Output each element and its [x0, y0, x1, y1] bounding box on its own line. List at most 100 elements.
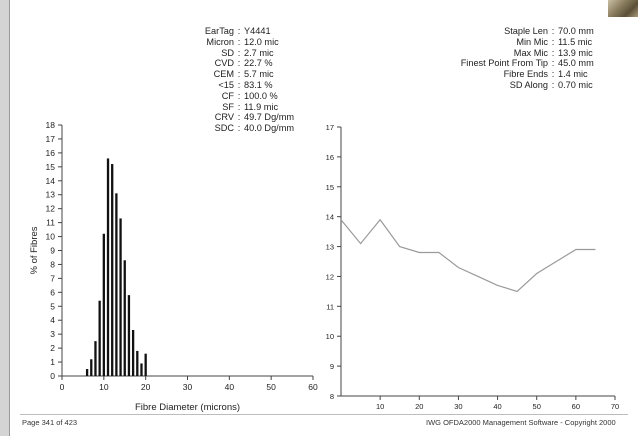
stat-row: Micron:12.0 mic — [150, 37, 324, 48]
y-tick-label: 11 — [326, 302, 334, 311]
histogram-bar — [127, 295, 131, 376]
histogram-bar — [136, 350, 139, 376]
x-tick-label: 30 — [454, 402, 462, 411]
stat-value: 5.7 mic — [244, 69, 274, 80]
stat-label: Fibre Ends — [503, 69, 548, 80]
y-tick-label: 13 — [326, 243, 334, 252]
y-tick-label: 2 — [50, 343, 55, 353]
stat-label: CRV — [214, 112, 234, 123]
diameter-profile-line — [340, 218, 596, 293]
stat-value: 49.7 Dg/mm — [244, 112, 295, 123]
stat-label: SF — [222, 101, 234, 112]
left-border-line — [9, 0, 10, 436]
stat-value: 11.9 mic — [244, 101, 279, 112]
x-tick-label: 10 — [376, 402, 384, 411]
stat-value: 0.70 mic — [558, 79, 593, 90]
stat-label: <15 — [218, 79, 234, 90]
y-tick-label: 17 — [326, 123, 334, 132]
stat-label: Staple Len — [504, 26, 548, 36]
x-tick-label: 50 — [533, 402, 541, 411]
stat-separator: : — [551, 47, 555, 58]
copyright-text: IWG OFDA2000 Management Software - Copyr… — [426, 418, 616, 427]
stat-value: 2.7 mic — [244, 47, 274, 58]
stat-value: 100.0 % — [244, 90, 278, 101]
stat-label: SD Along — [509, 79, 548, 90]
y-axis-title: % of Fibres — [29, 226, 40, 274]
histogram-bar — [90, 359, 93, 376]
histogram-bar — [102, 233, 105, 376]
y-tick-label: 18 — [46, 120, 56, 130]
stat-value: 83.1 % — [244, 79, 273, 90]
histogram-bar — [85, 369, 89, 376]
stat-value: 1.4 mic — [558, 69, 588, 80]
y-tick-label: 9 — [50, 246, 55, 256]
stat-separator: : — [551, 36, 555, 47]
stat-separator: : — [237, 36, 241, 47]
histogram-bar — [98, 300, 101, 376]
stat-separator: : — [237, 79, 241, 90]
stat-separator: : — [237, 47, 241, 58]
stat-label: Micron — [206, 36, 234, 47]
footer-divider — [20, 414, 628, 415]
histogram-bar — [106, 158, 110, 376]
y-tick-label: 10 — [326, 332, 334, 341]
y-tick-label: 12 — [46, 204, 56, 214]
stat-value: 12.0 mic — [244, 36, 279, 47]
stat-value: 13.9 mic — [558, 47, 593, 58]
histogram-bar — [144, 353, 147, 376]
y-tick-label: 17 — [46, 134, 56, 144]
x-tick-label: 20 — [415, 402, 423, 411]
x-tick-label: 60 — [572, 402, 580, 411]
stat-separator: : — [237, 101, 241, 112]
stat-separator: : — [237, 26, 241, 36]
stat-separator: : — [551, 69, 555, 80]
stat-value: 22.7 % — [244, 58, 273, 69]
stat-separator: : — [551, 26, 555, 36]
y-tick-label: 12 — [326, 272, 334, 281]
stat-row: SDC:40.0 Dg/mm — [150, 123, 324, 134]
stat-separator: : — [237, 58, 241, 69]
x-tick-label: 40 — [225, 382, 235, 392]
y-tick-label: 16 — [326, 153, 334, 162]
stat-row: Min Mic:11.5 mic — [430, 37, 618, 48]
y-tick-label: 15 — [326, 183, 334, 192]
x-tick-label: 0 — [60, 382, 65, 392]
stat-separator: : — [237, 90, 241, 101]
stat-label: EarTag — [204, 26, 234, 36]
stat-row: CVD:22.7 % — [150, 58, 324, 69]
histogram-bar — [140, 363, 143, 376]
histogram-bar — [119, 218, 122, 376]
y-tick-label: 8 — [330, 392, 334, 401]
fibre-statistics-left: EarTag: Y4441 Micron:12.0 mic SD:2.7 mic CVD… — [150, 26, 324, 134]
stat-label: SD — [221, 47, 234, 58]
stat-row: EarTag: Y4441 — [150, 26, 324, 37]
y-tick-label: 16 — [46, 148, 56, 158]
stat-row: Finest Point From Tip:45.0 mm — [430, 58, 618, 69]
x-axis-title: Fibre Diameter (microns) — [135, 402, 240, 413]
left-border-strip — [0, 0, 9, 436]
y-tick-label: 0 — [50, 371, 55, 381]
histogram-bar — [115, 193, 118, 376]
x-tick-label: 50 — [266, 382, 276, 392]
stat-separator: : — [237, 112, 241, 123]
stat-row: SF:11.9 mic — [150, 102, 324, 113]
y-tick-label: 9 — [330, 362, 334, 371]
y-tick-label: 5 — [50, 301, 55, 311]
stat-separator: : — [551, 79, 555, 90]
y-tick-label: 4 — [50, 315, 55, 325]
stat-row: SD:2.7 mic — [150, 48, 324, 59]
stat-label: SDC — [214, 123, 234, 134]
stat-label: CEM — [213, 69, 234, 80]
x-tick-label: 40 — [493, 402, 501, 411]
stat-label: CF — [221, 90, 234, 101]
stat-label: Min Mic — [516, 36, 548, 47]
stat-row: CEM:5.7 mic — [150, 69, 324, 80]
diameter-profile-chart: 8 9 10 11 12 13 14 15 16 17 10 20 30 40 50 60 70 — [326, 123, 620, 411]
stat-label: Max Mic — [513, 47, 548, 58]
y-tick-label: 8 — [50, 259, 55, 269]
y-tick-label: 11 — [46, 218, 55, 228]
stat-value: Y4441 — [244, 26, 271, 36]
x-tick-label: 10 — [99, 382, 109, 392]
stat-label: CVD — [214, 58, 234, 69]
